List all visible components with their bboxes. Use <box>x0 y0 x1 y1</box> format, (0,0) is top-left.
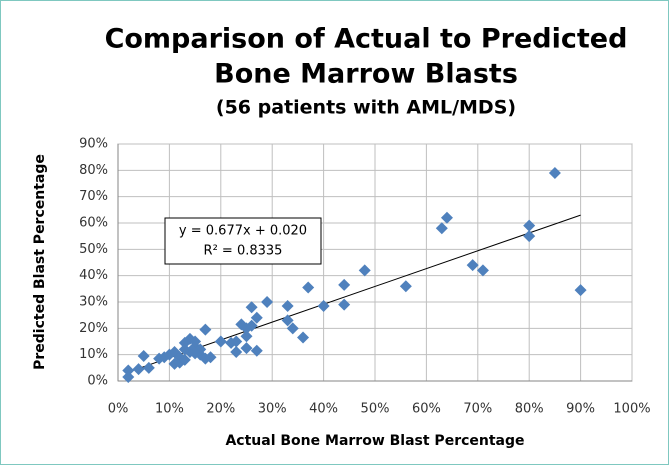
x-tick-label: 40% <box>309 402 338 417</box>
data-point <box>281 299 294 312</box>
data-point <box>178 343 191 356</box>
data-point <box>302 281 315 294</box>
data-point <box>250 311 263 324</box>
y-tick-label: 40% <box>79 268 108 283</box>
x-tick-label: 80% <box>515 402 544 417</box>
data-point <box>245 319 258 332</box>
data-point <box>178 353 191 366</box>
data-point <box>250 344 263 357</box>
data-point <box>317 299 330 312</box>
data-point <box>189 335 202 348</box>
data-point <box>435 222 448 235</box>
data-point <box>281 314 294 327</box>
data-point <box>189 347 202 360</box>
y-tick-label: 60% <box>79 216 108 231</box>
data-point <box>466 259 479 272</box>
x-tick-label: 70% <box>463 402 492 417</box>
y-tick-label: 10% <box>79 347 108 362</box>
data-point <box>476 264 489 277</box>
y-tick-label: 80% <box>79 163 108 178</box>
y-axis-label: Predicted Blast Percentage <box>32 154 48 370</box>
x-tick-label: 100% <box>613 402 650 417</box>
data-point <box>440 211 453 224</box>
annotation: y = 0.677x + 0.020 <box>179 224 307 239</box>
data-point <box>261 296 274 308</box>
data-point <box>297 331 310 344</box>
data-point <box>548 166 561 179</box>
data-point <box>122 371 135 384</box>
data-point <box>132 363 145 376</box>
x-axis-label: Actual Bone Marrow Blast Percentage <box>225 433 524 449</box>
data-point <box>523 230 536 243</box>
y-tick-label: 70% <box>79 189 108 204</box>
x-tick-label: 90% <box>566 402 595 417</box>
annotation-box <box>164 217 322 265</box>
data-point <box>574 284 587 297</box>
x-tick-label: 60% <box>412 402 441 417</box>
data-point <box>214 335 227 348</box>
data-point <box>286 322 299 335</box>
data-point <box>338 298 351 311</box>
y-tick-label: 50% <box>79 242 108 257</box>
x-tick-label: 0% <box>108 402 129 417</box>
chart-title: Bone Marrow Blasts <box>214 59 518 90</box>
data-point <box>199 323 212 336</box>
data-point <box>523 219 536 232</box>
x-tick-label: 50% <box>361 402 390 417</box>
data-point <box>230 335 243 348</box>
data-point <box>137 349 150 362</box>
x-tick-label: 30% <box>258 402 287 417</box>
data-point <box>204 351 217 364</box>
data-point <box>399 280 412 293</box>
data-point <box>230 346 243 359</box>
data-point <box>122 364 135 377</box>
y-tick-label: 20% <box>79 321 108 336</box>
x-tick-label: 10% <box>155 402 184 417</box>
x-tick-label: 20% <box>206 402 235 417</box>
y-tick-label: 30% <box>79 295 108 310</box>
chart-subtitle: (56 patients with AML/MDS) <box>216 97 516 119</box>
annotation: R² = 0.8335 <box>204 244 283 259</box>
data-point <box>358 264 371 277</box>
data-point <box>240 342 253 355</box>
data-point <box>240 330 253 343</box>
y-tick-label: 0% <box>87 374 108 389</box>
data-point <box>142 361 155 374</box>
y-tick-label: 90% <box>79 137 108 152</box>
data-point <box>245 301 258 314</box>
trendline <box>128 214 581 373</box>
data-point <box>338 278 351 291</box>
chart-title: Comparison of Actual to Predicted <box>105 24 628 55</box>
